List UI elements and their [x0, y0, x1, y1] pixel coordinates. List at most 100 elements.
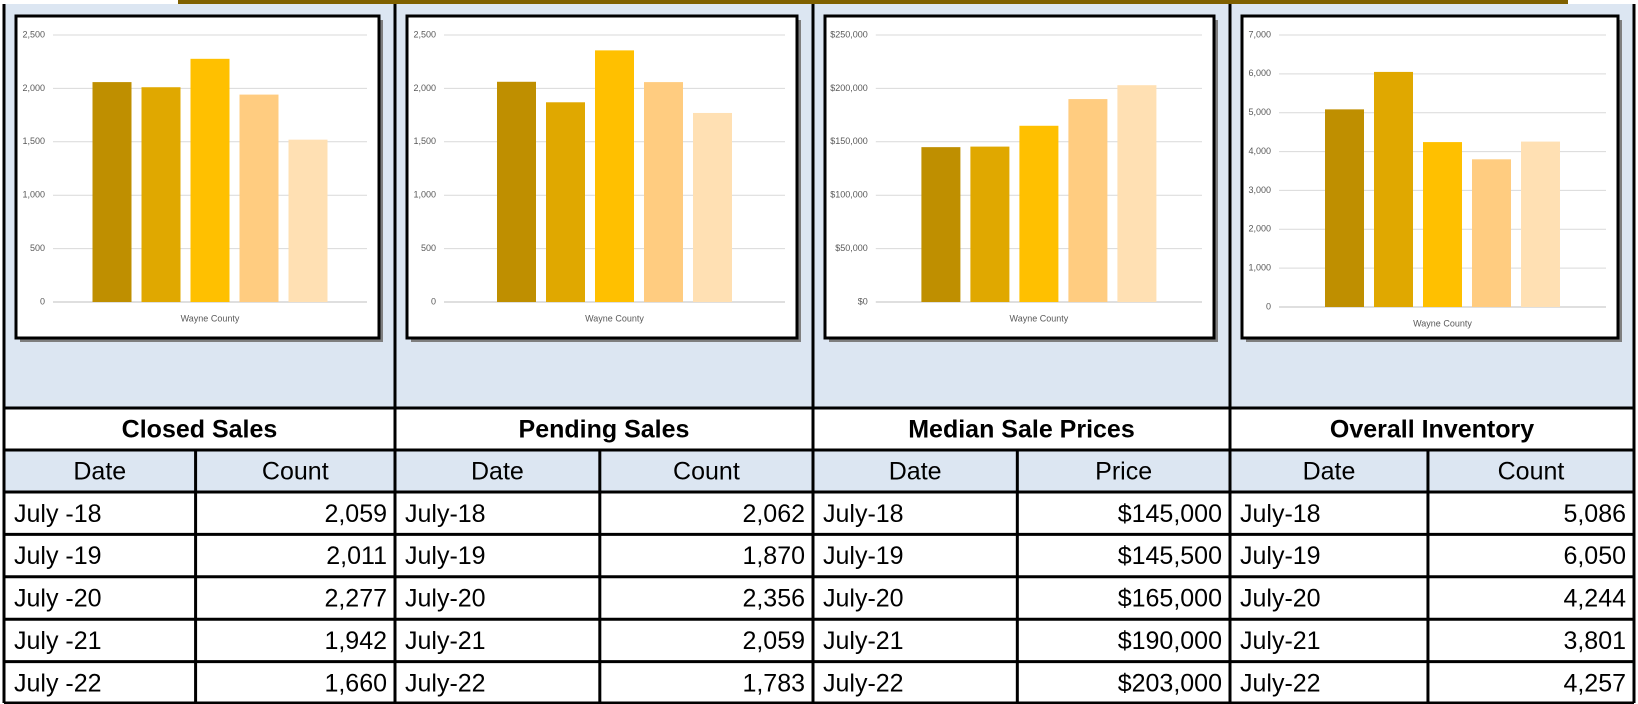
column-header: Date — [889, 458, 942, 486]
y-tick-label: 2,500 — [413, 29, 436, 39]
bar — [970, 146, 1010, 302]
bar — [1068, 99, 1108, 302]
y-tick-label: 0 — [40, 296, 45, 306]
value-cell: 2,062 — [742, 500, 805, 528]
table-title: Median Sale Prices — [908, 416, 1135, 444]
date-cell: July-21 — [1240, 627, 1321, 655]
x-tick-label: Wayne County — [1413, 318, 1472, 328]
value-cell: 2,011 — [326, 542, 387, 570]
header-row-bg — [1230, 450, 1634, 492]
date-cell: July-20 — [1240, 585, 1321, 613]
bar — [239, 94, 279, 303]
header-row-bg — [813, 450, 1230, 492]
y-tick-label: $100,000 — [830, 190, 868, 200]
y-tick-label: 3,000 — [1248, 185, 1271, 195]
date-cell: July -20 — [14, 585, 102, 613]
y-tick-label: 1,000 — [1248, 263, 1271, 273]
date-cell: July -18 — [14, 500, 102, 528]
date-cell: July-22 — [1240, 669, 1321, 697]
y-tick-label: 2,500 — [22, 29, 45, 39]
bar — [190, 58, 230, 302]
y-tick-label: 2,000 — [413, 83, 436, 93]
column-header: Date — [471, 458, 524, 486]
header-row-bg — [395, 450, 813, 492]
column-header: Count — [262, 458, 329, 486]
bar — [921, 147, 961, 302]
bar — [546, 102, 585, 302]
bar — [595, 50, 634, 303]
y-tick-label: $50,000 — [835, 243, 868, 253]
y-tick-label: 2,000 — [1248, 224, 1271, 234]
date-cell: July-22 — [823, 669, 904, 697]
date-cell: July-18 — [823, 500, 904, 528]
value-cell: 2,277 — [324, 585, 387, 613]
value-cell: $165,000 — [1118, 585, 1222, 613]
value-cell: 1,783 — [742, 669, 805, 697]
value-cell: 1,870 — [742, 542, 805, 570]
y-tick-label: $250,000 — [830, 29, 868, 39]
bar — [644, 82, 683, 302]
column-header: Price — [1095, 458, 1152, 486]
date-cell: July-19 — [823, 542, 904, 570]
bar — [1423, 142, 1462, 307]
y-tick-label: 7,000 — [1248, 29, 1271, 39]
bar — [1521, 141, 1560, 307]
table-title: Closed Sales — [122, 416, 278, 444]
y-tick-label: $150,000 — [830, 136, 868, 146]
table-title: Pending Sales — [519, 416, 690, 444]
y-tick-label: 500 — [30, 243, 45, 253]
value-cell: $203,000 — [1118, 669, 1222, 697]
y-tick-label: 0 — [1266, 301, 1271, 311]
y-tick-label: 1,000 — [413, 190, 436, 200]
y-tick-label: 1,500 — [413, 136, 436, 146]
value-cell: 6,050 — [1563, 542, 1626, 570]
top-strip — [178, 0, 1568, 4]
column-header: Count — [673, 458, 740, 486]
date-cell: July-19 — [405, 542, 486, 570]
date-cell: July-18 — [1240, 500, 1321, 528]
column-header: Date — [73, 458, 126, 486]
table-title: Overall Inventory — [1330, 416, 1534, 444]
value-cell: 3,801 — [1563, 627, 1626, 655]
bar — [1325, 109, 1364, 307]
y-tick-label: 500 — [421, 243, 436, 253]
y-tick-label: 1,500 — [22, 136, 45, 146]
x-tick-label: Wayne County — [1010, 313, 1069, 323]
bar — [1019, 125, 1059, 302]
value-cell: 4,244 — [1563, 585, 1626, 613]
y-tick-label: $200,000 — [830, 83, 868, 93]
value-cell: 4,257 — [1563, 669, 1626, 697]
bar — [92, 82, 132, 302]
value-cell: 1,942 — [324, 627, 387, 655]
y-tick-label: 6,000 — [1248, 68, 1271, 78]
y-tick-label: $0 — [858, 296, 868, 306]
y-tick-label: 4,000 — [1248, 146, 1271, 156]
value-cell: $145,500 — [1118, 542, 1222, 570]
date-cell: July-18 — [405, 500, 486, 528]
date-cell: July-20 — [823, 585, 904, 613]
value-cell: 1,660 — [324, 669, 387, 697]
x-tick-label: Wayne County — [181, 313, 240, 323]
y-tick-label: 5,000 — [1248, 107, 1271, 117]
column-header: Date — [1303, 458, 1356, 486]
date-cell: July-21 — [823, 627, 904, 655]
header-row-bg — [4, 450, 395, 492]
date-cell: July -19 — [14, 542, 102, 570]
date-cell: July-20 — [405, 585, 486, 613]
date-cell: July -22 — [14, 669, 102, 697]
y-tick-label: 0 — [431, 296, 436, 306]
y-tick-label: 1,000 — [22, 190, 45, 200]
column-header: Count — [1498, 458, 1565, 486]
x-tick-label: Wayne County — [585, 313, 644, 323]
value-cell: 5,086 — [1563, 500, 1626, 528]
value-cell: 2,059 — [742, 627, 805, 655]
date-cell: July-22 — [405, 669, 486, 697]
date-cell: July -21 — [14, 627, 102, 655]
value-cell: 2,059 — [324, 500, 387, 528]
bar — [693, 112, 732, 303]
bar — [288, 139, 328, 302]
bar — [1117, 85, 1157, 302]
value-cell: 2,356 — [742, 585, 805, 613]
value-cell: $145,000 — [1118, 500, 1222, 528]
